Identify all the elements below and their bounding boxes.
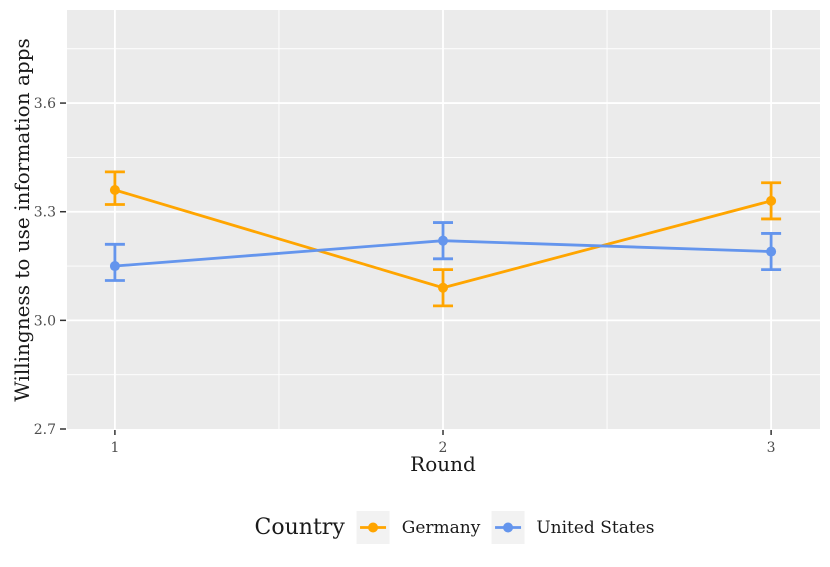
legend-item-united-states: United States [491, 511, 654, 544]
data-point [766, 195, 777, 206]
y-tick-label: 3.0 [34, 313, 56, 329]
y-tick-label: 2.7 [34, 422, 56, 438]
legend-item-germany: Germany [356, 511, 481, 544]
data-point [438, 282, 449, 293]
legend-key-icon [491, 511, 525, 544]
x-tick-label: 3 [767, 440, 776, 456]
x-tick-label: 1 [110, 440, 119, 456]
plot-panel: 2.7 3.0 3.3 3.6 1 2 3 [34, 10, 820, 456]
legend-title: Country [254, 515, 345, 540]
y-tick-label: 3.3 [34, 205, 56, 221]
data-point [438, 235, 449, 246]
y-axis-title: Willingness to use information apps [10, 38, 34, 402]
x-tick-label: 2 [439, 440, 448, 456]
legend-label: Germany [401, 517, 481, 538]
legend-key-icon [356, 511, 390, 544]
legend: Country Germany United States [255, 511, 666, 544]
x-axis-title: Round [410, 452, 476, 476]
legend-label: United States [536, 517, 655, 538]
data-point [109, 184, 120, 195]
y-tick-label: 3.6 [34, 96, 56, 112]
legend-items: Germany United States [356, 511, 666, 544]
data-point [109, 261, 120, 272]
data-point [766, 246, 777, 257]
